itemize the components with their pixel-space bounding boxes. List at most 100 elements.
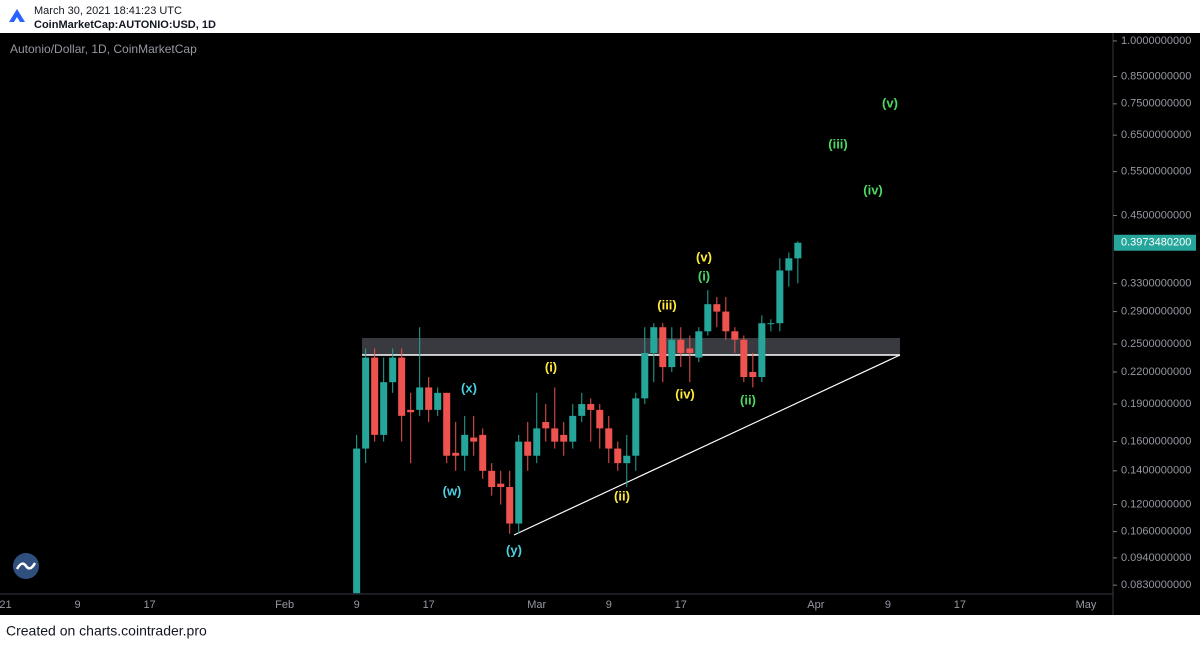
candle-body	[542, 422, 550, 429]
y-tick-label: 0.2200000000	[1121, 366, 1191, 378]
candle-body	[380, 382, 388, 435]
candle-body	[434, 392, 442, 410]
candle-body	[632, 398, 640, 456]
watermark-logo	[15, 562, 37, 570]
x-tick-label: Mar	[527, 599, 546, 611]
last-price-label: 0.3973480200	[1121, 237, 1191, 249]
candle-body	[686, 348, 694, 353]
candle-body	[452, 452, 460, 456]
wave-label: (i)	[545, 359, 557, 374]
y-tick-label: 0.5500000000	[1121, 166, 1191, 178]
logo	[9, 9, 25, 22]
chart-title: Autonio/Dollar, 1D, CoinMarketCap	[10, 42, 197, 56]
x-tick-label: 21	[0, 599, 12, 611]
y-tick-label: 0.1900000000	[1121, 398, 1191, 410]
y-tick-label: 0.1600000000	[1121, 436, 1191, 448]
candle-body	[371, 357, 379, 435]
candle-body	[470, 437, 478, 442]
candle-body	[785, 258, 793, 271]
wave-label: (iv)	[675, 386, 695, 401]
wave-label: (x)	[461, 380, 477, 395]
candle-body	[623, 455, 631, 464]
footer-bg	[0, 615, 1200, 645]
candle-body	[749, 371, 757, 378]
candle-body	[659, 327, 667, 368]
candle-body	[758, 323, 766, 378]
candle-body	[641, 352, 649, 399]
candle-body	[560, 434, 568, 442]
candle-body	[533, 428, 541, 456]
candle-body	[353, 448, 361, 594]
y-tick-label: 0.8500000000	[1121, 70, 1191, 82]
candle-body	[740, 339, 748, 378]
y-tick-label: 0.1200000000	[1121, 498, 1191, 510]
x-tick-label: May	[1076, 599, 1097, 611]
y-tick-label: 0.2900000000	[1121, 306, 1191, 318]
candle-body	[407, 409, 415, 413]
wave-label: (iii)	[657, 297, 677, 312]
y-tick-label: 0.1060000000	[1121, 526, 1191, 538]
candle-body	[596, 409, 604, 429]
candle-body	[497, 483, 505, 488]
wave-label: (v)	[882, 95, 898, 110]
candle-body	[587, 404, 595, 410]
wave-label: (iii)	[828, 136, 848, 151]
candle-body	[695, 331, 703, 358]
y-tick-label: 0.0830000000	[1121, 579, 1191, 591]
x-tick-label: Apr	[807, 599, 824, 611]
x-tick-label: Feb	[275, 599, 294, 611]
wave-label: (iv)	[863, 182, 883, 197]
wave-label: (w)	[443, 483, 462, 498]
x-tick-label: 17	[675, 599, 687, 611]
y-tick-label: 0.6500000000	[1121, 129, 1191, 141]
candle-body	[569, 415, 577, 442]
wave-label: (y)	[506, 542, 522, 557]
candle-body	[668, 339, 676, 368]
candle-body	[425, 387, 433, 410]
candle-body	[506, 487, 514, 524]
y-tick-label: 1.0000000000	[1121, 35, 1191, 47]
candle-body	[650, 327, 658, 353]
resistance-zone	[362, 338, 900, 355]
wave-label: (i)	[698, 268, 710, 283]
header-bg	[0, 0, 1200, 33]
candle-body	[704, 304, 712, 332]
candle-body	[767, 323, 775, 325]
chart-bg	[0, 33, 1200, 615]
candle-body	[794, 242, 802, 259]
symbol: CoinMarketCap:AUTONIO:USD, 1D	[34, 19, 216, 31]
y-tick-label: 0.2500000000	[1121, 338, 1191, 350]
x-tick-label: 9	[74, 599, 80, 611]
last-price-box	[1114, 234, 1196, 251]
candle-body	[398, 357, 406, 416]
candle-body	[614, 448, 622, 464]
x-tick-label: 17	[143, 599, 155, 611]
candle-body	[578, 404, 586, 416]
candle-body	[731, 331, 739, 340]
y-tick-label: 0.7500000000	[1121, 98, 1191, 110]
y-tick-label: 0.4500000000	[1121, 209, 1191, 221]
candle-body	[524, 441, 532, 456]
timestamp: March 30, 2021 18:41:23 UTC	[34, 5, 182, 17]
candle-body	[551, 428, 559, 442]
candle-body	[515, 441, 523, 524]
x-tick-label: 9	[354, 599, 360, 611]
x-tick-label: 9	[606, 599, 612, 611]
y-tick-label: 0.3300000000	[1121, 277, 1191, 289]
trend-line	[513, 354, 901, 536]
candle-body	[677, 339, 685, 353]
footer: Created on charts.cointrader.pro	[6, 623, 207, 639]
candle-body	[416, 387, 424, 410]
wave-label: (ii)	[614, 488, 630, 503]
candle-body	[389, 357, 397, 383]
candle-body	[605, 428, 613, 449]
x-tick-label: 17	[423, 599, 435, 611]
candle-body	[461, 434, 469, 456]
candle-body	[776, 270, 784, 324]
y-tick-label: 0.0940000000	[1121, 552, 1191, 564]
candle-body	[722, 311, 730, 332]
candle-body	[443, 392, 451, 456]
x-tick-label: 17	[954, 599, 966, 611]
